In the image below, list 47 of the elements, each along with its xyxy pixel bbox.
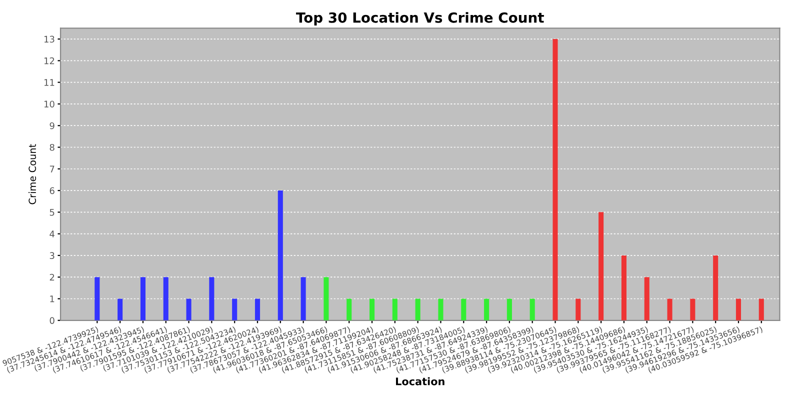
- bar: [254, 298, 260, 320]
- y-tick-label: 5: [50, 209, 54, 216]
- bar: [209, 277, 214, 320]
- y-tick-label: 3: [50, 252, 54, 260]
- bar: [530, 298, 535, 320]
- bar: [140, 277, 146, 320]
- y-tick-label: 10: [44, 100, 54, 108]
- bar: [552, 39, 558, 320]
- bar: [644, 277, 650, 320]
- y-tick-label: 11: [44, 79, 54, 86]
- y-tick-label: 13: [44, 36, 54, 43]
- bar: [506, 298, 512, 320]
- bar: [346, 298, 352, 320]
- y-tick-label: 7: [50, 166, 54, 172]
- bar: [232, 298, 238, 320]
- bar: [690, 298, 696, 320]
- y-tick-label: 6: [50, 187, 54, 194]
- y-tick-label: 12: [44, 57, 54, 64]
- bar: [370, 298, 375, 320]
- bar: [576, 298, 581, 320]
- bar: [484, 298, 490, 320]
- bar: [186, 298, 192, 320]
- bar: [163, 277, 168, 320]
- y-tick-label: 1: [50, 296, 54, 302]
- y-axis-title: Crime Count: [28, 144, 36, 204]
- bar: [461, 298, 466, 320]
- bar: [392, 298, 398, 320]
- bar: [667, 298, 672, 320]
- bar: [118, 298, 123, 320]
- bar: [713, 255, 718, 320]
- y-tick-label: 8: [50, 144, 54, 151]
- y-tick-label: 4: [50, 230, 54, 238]
- bar: [415, 298, 420, 320]
- bar: [300, 277, 306, 320]
- bar: [94, 277, 100, 320]
- y-tick-label: 0: [50, 317, 54, 324]
- bar: [736, 298, 742, 320]
- chart-title: Top 30 Location Vs Crime Count: [296, 12, 544, 26]
- bar: [438, 298, 444, 320]
- bar: [758, 298, 764, 320]
- bar: [324, 277, 329, 320]
- x-axis-title: Location: [396, 377, 444, 386]
- bar: [598, 212, 604, 320]
- y-tick-label: 2: [50, 274, 54, 281]
- bar: [278, 190, 283, 320]
- bar: [621, 255, 626, 320]
- y-tick-label: 9: [50, 122, 54, 130]
